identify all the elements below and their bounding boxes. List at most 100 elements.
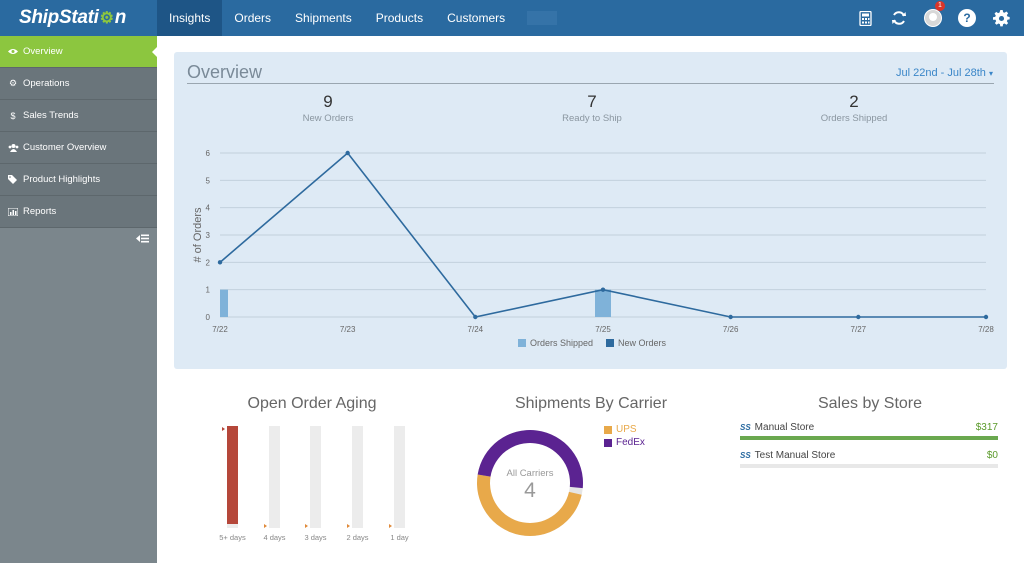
legend-fedex[interactable]: FedEx [604,436,645,449]
aging-marker-icon [222,427,225,431]
sidebar-item-product-highlights[interactable]: Product Highlights [0,164,157,196]
y-tick-label: 0 [206,313,211,322]
nav-shipments[interactable]: Shipments [295,11,352,25]
new-orders-point [983,314,989,320]
store-sales-bar [740,436,998,440]
cogs-icon: ⚙ [8,78,18,88]
stat-label: Ready to Ship [562,113,622,124]
refresh-icon[interactable] [882,0,916,36]
title-divider [187,83,994,84]
sidebar-item-reports[interactable]: Reports [0,196,157,228]
avatar [924,9,942,27]
caret-down-icon: ▾ [988,69,993,78]
overview-panel: Overview Jul 22nd - Jul 28th ▾ 9 New Ord… [174,52,1007,369]
fedex-label: FedEx [616,437,645,448]
sidebar-item-label: Reports [23,206,57,217]
sidebar-item-overview[interactable]: Overview [0,36,158,68]
new-orders-point [856,314,861,320]
settings-gear-icon[interactable] [984,0,1018,36]
legend-orders-shipped-swatch [518,339,526,347]
nav-customers[interactable]: Customers [447,11,506,25]
y-tick-label: 4 [206,204,211,213]
new-orders-point [217,260,223,265]
stat-value: 2 [849,92,859,111]
aging-label: 2 days [346,533,368,542]
legend-new-orders-swatch [606,339,614,347]
aging-bar-track [394,426,405,528]
aging-label: 4 days [263,533,285,542]
x-tick-label: 7/23 [340,325,356,334]
ups-slice [476,474,582,537]
ups-swatch [604,425,612,434]
new-orders-point [600,287,606,292]
date-range-label: Jul 22nd - Jul 28th [896,67,986,79]
calculator-icon[interactable] [848,0,882,36]
sidebar-item-customer-overview[interactable]: Customer Overview [0,132,157,164]
aging-marker-icon [347,524,350,528]
nav-products[interactable]: Products [375,11,424,25]
sidebar-item-label: Product Highlights [23,174,101,185]
store-name-text: Manual Store [754,422,815,433]
user-avatar-icon[interactable]: 1 [916,0,950,36]
store-logo-icon: SS [740,451,751,460]
sidebar-item-operations[interactable]: ⚙ Operations [0,68,157,100]
open-order-aging-chart: 5+ days 4 days 3 days 2 days 1 day [219,426,409,542]
aging-label: 3 days [304,533,326,542]
dollar-icon: $ [10,110,16,121]
aging-marker-icon [264,524,267,528]
x-tick-label: 7/24 [468,325,484,334]
ups-label: UPS [616,424,637,435]
aging-bar [227,426,238,524]
store-name: SS Manual Store [740,422,814,433]
sidebar-item-sales-trends[interactable]: $ Sales Trends [0,100,157,132]
legend-orders-shipped-label: Orders Shipped [530,338,593,348]
store-row-manual-store[interactable]: SS Manual Store $317 [740,422,998,442]
logo-text: ShipStati [19,7,99,28]
y-tick-label: 3 [206,231,211,240]
nav-insights[interactable]: Insights [157,0,223,36]
x-tick-label: 7/28 [978,325,994,334]
shipstation-logo[interactable]: ShipStati ⚙ n [0,0,157,36]
shipments-by-carrier-title: Shipments By Carrier [514,395,668,412]
store-name-text: Test Manual Store [754,450,836,461]
date-range-dropdown[interactable]: Jul 22nd - Jul 28th ▾ [896,67,993,79]
main-nav: Insights Orders Shipments Products Custo… [157,0,558,36]
store-name: SS Test Manual Store [740,450,835,461]
sidebar-item-label: Operations [23,78,70,89]
stat-label: Orders Shipped [820,113,888,124]
donut-center-value: 4 [524,479,536,502]
open-order-aging-title: Open Order Aging [247,395,377,412]
new-orders-point [728,314,733,320]
stat-value: 7 [587,92,597,111]
sidebar-item-label: Customer Overview [23,142,107,153]
stat-label: New Orders [302,113,354,124]
aging-bar-track [269,426,280,528]
aging-label: 1 day [390,533,409,542]
store-sales-fill [740,436,998,440]
y-axis-label: # of Orders [192,207,204,263]
x-tick-label: 7/22 [212,325,228,334]
store-row-test-manual-store[interactable]: SS Test Manual Store $0 [740,450,998,470]
aging-marker-icon [305,524,308,528]
bar-chart-icon [7,207,19,216]
nav-placeholder [527,11,558,25]
nav-orders[interactable]: Orders [234,11,272,25]
stat-value: 9 [323,92,333,111]
orders-shipped-bar [220,289,228,317]
stat-orders-shipped: 2 Orders Shipped [774,92,934,124]
legend-ups[interactable]: UPS [604,423,645,436]
aging-marker-icon [389,524,392,528]
collapse-sidebar-icon[interactable] [136,234,149,246]
help-glyph: ? [958,9,976,27]
store-amount: $317 [975,422,998,433]
sidebar-item-label: Overview [23,46,63,57]
orders-shipped-bar [595,289,611,317]
y-tick-label: 2 [206,258,211,267]
stat-ready-to-ship: 7 Ready to Ship [512,92,672,124]
users-icon [7,143,19,152]
store-sales-bar [740,464,998,468]
stat-new-orders: 9 New Orders [248,92,408,124]
help-icon[interactable]: ? [950,0,984,36]
tags-icon [7,175,19,184]
